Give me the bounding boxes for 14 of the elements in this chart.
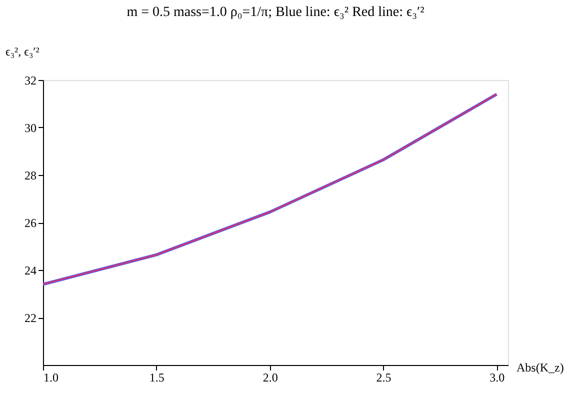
chart-title: m = 0.5 mass=1.0 ρ₀=1/π; Blue line: ϵ₃² Red line: ϵ₃′² — [126, 5, 424, 20]
x-tick-label: 2.5 — [376, 370, 392, 384]
y-tick-label: 26 — [24, 216, 36, 230]
y-tick-label: 28 — [24, 168, 36, 182]
y-tick-label: 30 — [24, 121, 36, 135]
x-tick-label: 2.0 — [262, 370, 278, 384]
y-tick-label: 32 — [24, 74, 36, 88]
y-tick-label: 22 — [24, 311, 36, 325]
x-axis-title: Abs(K_z) — [516, 360, 564, 374]
x-tick-label: 1.0 — [44, 370, 58, 384]
y-tick-label: 24 — [24, 264, 36, 278]
x-tick-label: 3.0 — [490, 370, 505, 384]
x-tick-label: 1.5 — [149, 370, 164, 384]
y-axis-title: ϵ₃², ϵ₃′² — [6, 44, 40, 58]
